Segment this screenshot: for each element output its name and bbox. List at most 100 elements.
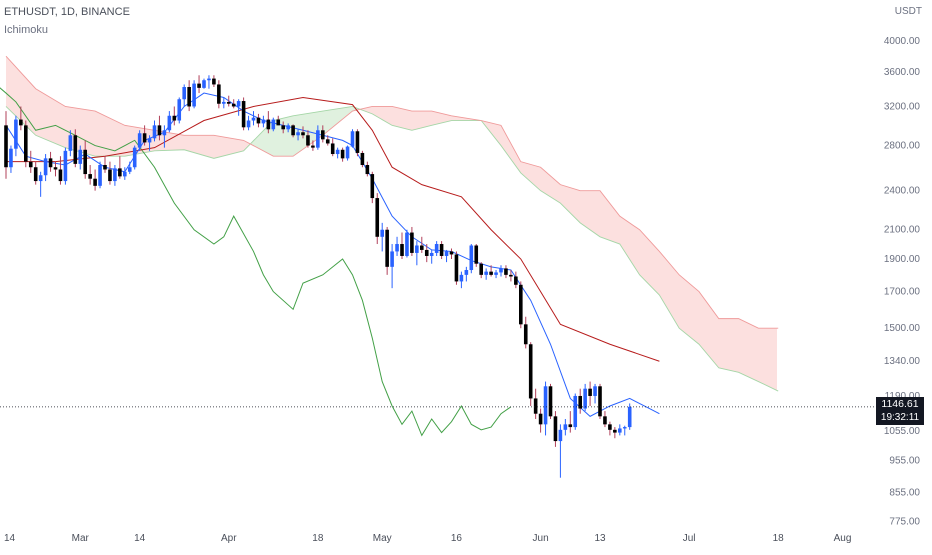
candle-body <box>83 149 87 175</box>
candle-body <box>627 406 632 428</box>
price-tick-4: 2400.00 <box>884 186 921 197</box>
candle-body <box>449 251 454 255</box>
candle-43 <box>217 80 221 109</box>
indicator-label[interactable]: Ichimoku <box>4 24 49 36</box>
candle-body <box>113 168 117 182</box>
candle-body <box>19 119 23 126</box>
candle-118 <box>588 381 592 406</box>
candle-body <box>370 174 375 199</box>
last-price-tag: 1146.61 <box>876 397 924 411</box>
candle-3 <box>19 106 23 131</box>
candle-84 <box>420 236 424 253</box>
base-line <box>6 96 660 362</box>
candle-body <box>24 125 28 162</box>
candle-98 <box>489 265 493 277</box>
candle-103 <box>514 271 518 289</box>
candle-96 <box>479 262 483 279</box>
candle-body <box>395 244 399 252</box>
time-tick-7: Jun <box>533 533 549 544</box>
candle-59 <box>296 129 300 141</box>
candle-body <box>583 388 587 409</box>
lagging-line <box>0 87 512 437</box>
candle-24 <box>123 167 127 180</box>
candle-26 <box>132 145 137 170</box>
candle-94 <box>469 244 474 274</box>
candle-body <box>444 251 449 256</box>
candle-body <box>28 161 33 168</box>
candle-body <box>266 119 271 130</box>
candle-body <box>519 284 523 325</box>
candle-body <box>340 149 345 159</box>
candle-body <box>558 429 563 442</box>
candle-126 <box>627 403 632 430</box>
candle-110 <box>548 383 553 419</box>
candle-97 <box>484 268 488 280</box>
candle-body <box>256 117 261 124</box>
candle-49 <box>246 115 251 131</box>
candle-58 <box>291 124 295 138</box>
candle-85 <box>424 244 429 263</box>
candle-body <box>152 125 157 139</box>
candle-0 <box>4 111 8 179</box>
candle-body <box>192 83 196 107</box>
price-axis[interactable]: 4000.00 3600.00 3200.00 2800.00 2400.00 2100.… <box>884 36 921 527</box>
candle-body <box>484 271 488 275</box>
candle-107 <box>533 388 538 419</box>
candle-86 <box>429 249 434 264</box>
candle-16 <box>83 140 87 179</box>
candle-body <box>142 133 147 143</box>
candle-37 <box>187 80 191 112</box>
candle-78 <box>390 244 394 289</box>
candle-body <box>321 130 325 140</box>
candle-body <box>241 101 246 128</box>
candle-47 <box>236 99 241 116</box>
candle-14 <box>73 129 78 168</box>
candle-body <box>78 149 83 164</box>
symbol-title[interactable]: ETHUSDT, 1D, BINANCE <box>4 6 130 18</box>
candle-body <box>608 424 612 430</box>
candle-48 <box>241 97 246 131</box>
candle-body <box>291 125 295 136</box>
candle-body <box>474 245 479 264</box>
candle-44 <box>222 97 226 109</box>
candle-92 <box>459 271 464 289</box>
bearish-cloud-segment-2 <box>361 106 777 391</box>
candle-body <box>306 135 310 146</box>
candle-53 <box>266 111 271 134</box>
candle-body <box>63 150 68 182</box>
currency-unit: USDT <box>894 6 922 17</box>
candle-body <box>588 388 592 396</box>
candle-body <box>375 198 380 237</box>
candle-body <box>424 249 429 256</box>
candle-29 <box>147 135 152 151</box>
candle-body <box>548 386 553 417</box>
candle-52 <box>261 115 266 128</box>
candle-body <box>14 119 18 149</box>
candle-66 <box>330 138 335 157</box>
candle-122 <box>608 421 612 436</box>
price-tick-11: 1055.00 <box>884 426 921 437</box>
candle-31 <box>157 115 162 141</box>
candle-125 <box>622 425 627 436</box>
time-tick-4: 18 <box>312 533 324 544</box>
candle-62 <box>311 140 315 151</box>
candle-body <box>48 158 53 168</box>
candle-body <box>236 101 241 107</box>
candle-76 <box>380 222 384 252</box>
time-axis[interactable]: 14 Mar 14 Apr 18 May 16 Jun 13 Jul 18 Aug <box>4 533 851 544</box>
candle-104 <box>519 281 523 329</box>
candle-body <box>454 254 459 282</box>
time-tick-8: 13 <box>594 533 606 544</box>
candle-91 <box>454 251 459 285</box>
candle-121 <box>603 411 607 428</box>
price-tick-3: 2800.00 <box>884 141 921 152</box>
candle-body <box>360 152 365 165</box>
candle-body <box>563 424 568 430</box>
candle-111 <box>553 411 558 447</box>
candle-body <box>538 413 543 425</box>
candle-79 <box>395 236 399 256</box>
candle-18 <box>93 169 97 191</box>
candle-10 <box>53 161 58 177</box>
candle-body <box>380 229 384 237</box>
